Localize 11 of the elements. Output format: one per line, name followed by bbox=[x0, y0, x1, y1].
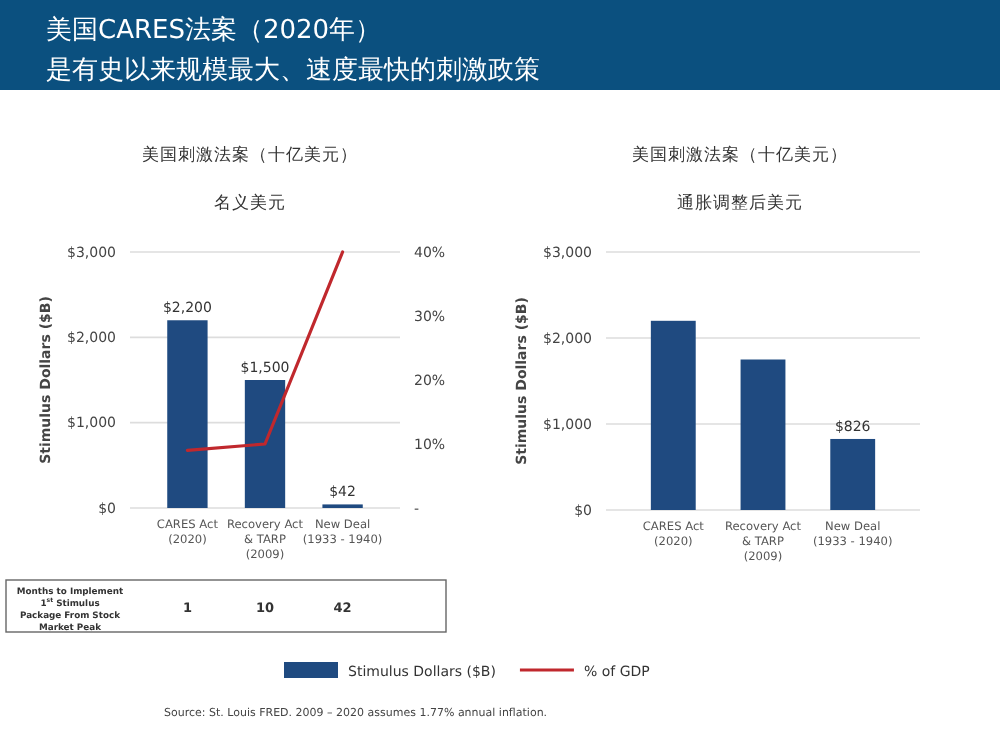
bar bbox=[244, 380, 286, 508]
bar bbox=[740, 359, 786, 510]
bar bbox=[830, 438, 876, 510]
chart-title: 美国刺激法案（十亿美元） bbox=[142, 144, 358, 166]
chart-subtitle: 名义美元 bbox=[214, 192, 286, 214]
text: 是有史以来规模最大、速度最快的刺激政策 bbox=[46, 54, 540, 86]
bar bbox=[650, 320, 696, 510]
text: 美国CARES法案（2020年） bbox=[46, 14, 382, 46]
bar bbox=[167, 320, 208, 508]
chart-subtitle: 通胀调整后美元 bbox=[677, 192, 803, 214]
chart-title: 美国刺激法案（十亿美元） bbox=[632, 144, 848, 166]
